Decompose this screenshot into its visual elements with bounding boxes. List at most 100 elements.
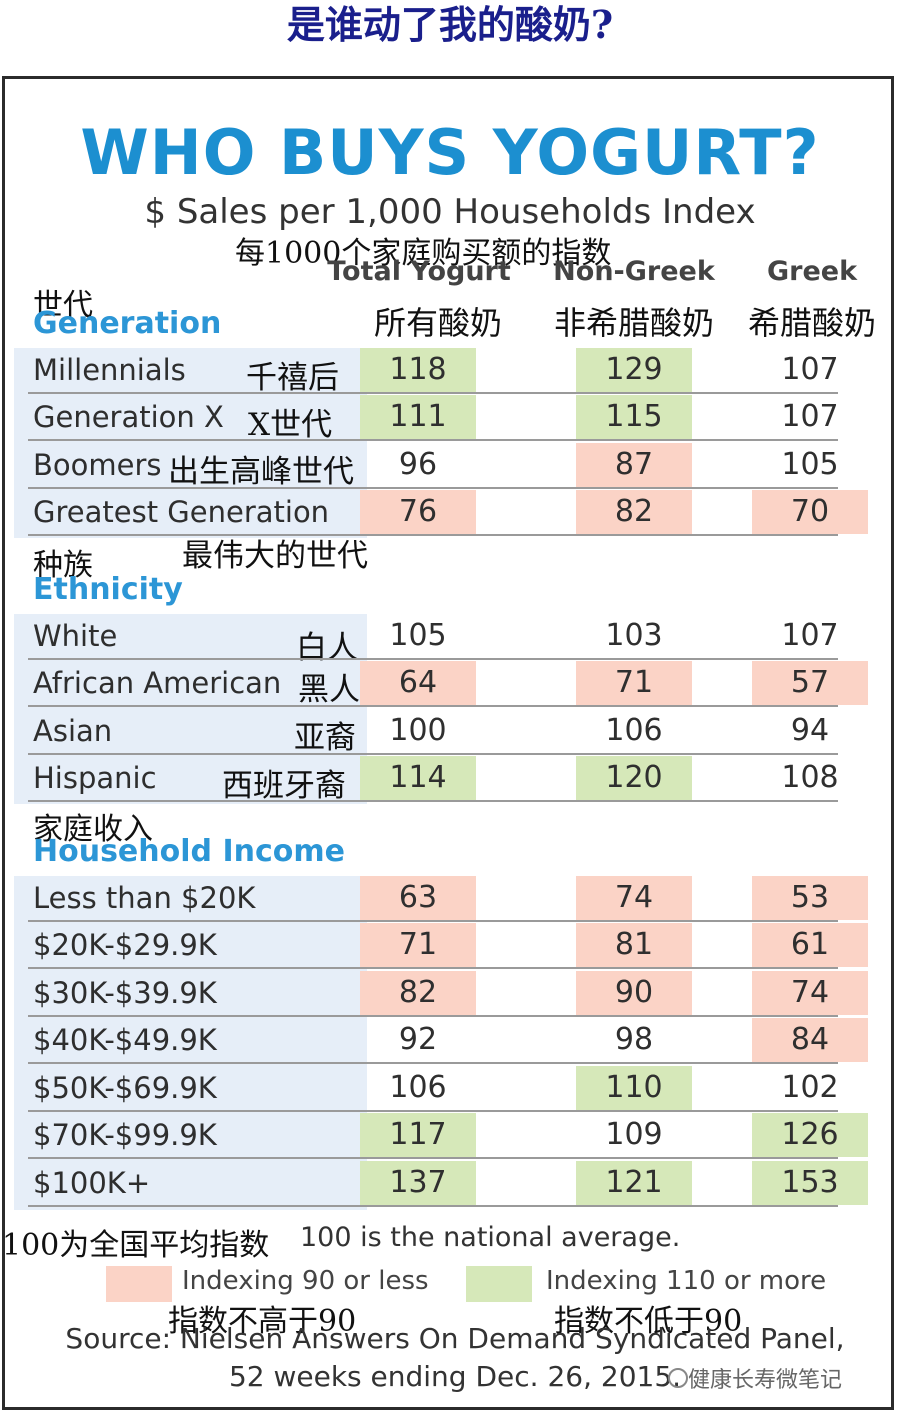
row-divider — [28, 392, 838, 394]
row-label: White — [33, 619, 118, 653]
value-cell: 74 — [576, 876, 692, 920]
footnote: 100 is the national average. — [300, 1222, 681, 1253]
section-income-cn: 家庭收入 — [33, 812, 153, 847]
value-cell: 82 — [576, 490, 692, 534]
chart-title: WHO BUYS YOGURT? — [80, 116, 820, 189]
row-label-cn: X世代 — [248, 407, 333, 443]
legend-swatch-low — [106, 1266, 172, 1302]
value-cell: 71 — [576, 661, 692, 705]
row-divider — [28, 1205, 838, 1207]
value-cell: 71 — [360, 923, 476, 967]
legend-label-high: Indexing 110 or more — [546, 1266, 827, 1296]
value-cell: 105 — [781, 447, 839, 482]
value-cell: 92 — [398, 1022, 438, 1057]
value-cell: 61 — [752, 923, 868, 967]
chart-subtitle-cn: 每1000个家庭购买额的指数 — [235, 236, 612, 271]
chart-subtitle: $ Sales per 1,000 Households Index — [144, 192, 756, 232]
value-cell: 115 — [576, 395, 692, 439]
value-cell: 110 — [576, 1066, 692, 1110]
value-cell: 114 — [360, 756, 476, 800]
legend-label-high-cn: 指数不低于90 — [554, 1304, 743, 1339]
value-cell: 63 — [360, 876, 476, 920]
row-label: Hispanic — [33, 761, 157, 795]
value-cell: 121 — [576, 1161, 692, 1205]
row-label: Boomers — [33, 448, 162, 482]
row-divider — [28, 439, 838, 441]
row-divider — [28, 967, 838, 969]
value-cell: 82 — [360, 971, 476, 1015]
row-label-cn: 出生高峰世代 — [168, 454, 354, 490]
row-divider — [28, 753, 838, 755]
row-label-cn: 黑人 — [298, 672, 360, 708]
row-divider — [28, 705, 838, 707]
row-divider — [28, 920, 838, 922]
value-cell: 126 — [752, 1113, 868, 1157]
row-divider — [28, 1157, 838, 1159]
legend-swatch-high — [466, 1266, 532, 1302]
legend-label-low: Indexing 90 or less — [182, 1266, 429, 1296]
value-cell: 129 — [576, 348, 692, 392]
value-cell: 107 — [781, 618, 839, 653]
value-cell: 120 — [576, 756, 692, 800]
column-header-greek-cn: 希腊酸奶 — [747, 304, 876, 342]
column-header-non-greek-cn: 非希腊酸奶 — [553, 304, 714, 342]
row-label: $40K-$49.9K — [33, 1023, 217, 1057]
legend-label-low-cn: 指数不高于90 — [168, 1304, 357, 1339]
row-label: Generation X — [33, 400, 224, 434]
value-cell: 106 — [605, 713, 663, 748]
value-cell: 100 — [389, 713, 447, 748]
value-cell: 107 — [781, 352, 839, 387]
row-label: $100K+ — [33, 1166, 151, 1200]
value-cell: 118 — [360, 348, 476, 392]
income-label-band — [14, 876, 367, 1210]
source-line-2: 52 weeks ending Dec. 26, 2015. — [228, 1360, 682, 1393]
value-cell: 64 — [360, 661, 476, 705]
row-label: $30K-$39.9K — [33, 976, 217, 1010]
row-label: Millennials — [33, 353, 186, 387]
row-divider — [28, 1062, 838, 1064]
wechat-icon — [668, 1368, 688, 1388]
value-cell: 87 — [576, 443, 692, 487]
chart-panel — [2, 76, 894, 1410]
value-cell: 53 — [752, 876, 868, 920]
row-divider — [28, 1110, 838, 1112]
value-cell: 84 — [752, 1018, 868, 1062]
row-label: Asian — [33, 714, 113, 748]
value-cell: 98 — [614, 1022, 654, 1057]
generation-label-band — [14, 348, 367, 538]
value-cell: 74 — [752, 971, 868, 1015]
row-divider — [28, 658, 838, 660]
value-cell: 103 — [605, 618, 663, 653]
value-cell: 153 — [752, 1161, 868, 1205]
column-header-total: Total Yogurt — [327, 256, 511, 287]
row-label-cn: 最伟大的世代 — [182, 538, 368, 574]
value-cell: 70 — [752, 490, 868, 534]
source-line-1: Source: Nielsen Answers On Demand Syndic… — [65, 1322, 845, 1355]
section-ethnicity: Ethnicity — [33, 572, 183, 607]
value-cell: 102 — [781, 1070, 839, 1105]
section-ethnicity-cn: 种族 — [33, 548, 93, 583]
value-cell: 111 — [360, 395, 476, 439]
value-cell: 81 — [576, 923, 692, 967]
row-label-cn: 西班牙裔 — [222, 768, 346, 804]
value-cell: 94 — [790, 713, 830, 748]
value-cell: 107 — [781, 399, 839, 434]
value-cell: 109 — [605, 1117, 663, 1152]
row-label: African American — [33, 666, 282, 700]
row-divider — [28, 487, 838, 489]
value-cell: 105 — [389, 618, 447, 653]
section-generation-cn: 世代 — [33, 288, 93, 323]
page-title: 是谁动了我的酸奶? — [286, 2, 614, 47]
section-income: Household Income — [33, 834, 345, 869]
row-label-cn: 白人 — [296, 630, 358, 666]
value-cell: 117 — [360, 1113, 476, 1157]
value-cell: 137 — [360, 1161, 476, 1205]
section-generation: Generation — [33, 306, 222, 341]
value-cell: 76 — [360, 490, 476, 534]
value-cell: 90 — [576, 971, 692, 1015]
footnote-cn: 100为全国平均指数 — [2, 1228, 270, 1263]
column-header-greek: Greek — [766, 256, 858, 287]
value-cell: 57 — [752, 661, 868, 705]
row-label: $70K-$99.9K — [33, 1118, 217, 1152]
row-label: $20K-$29.9K — [33, 928, 217, 962]
